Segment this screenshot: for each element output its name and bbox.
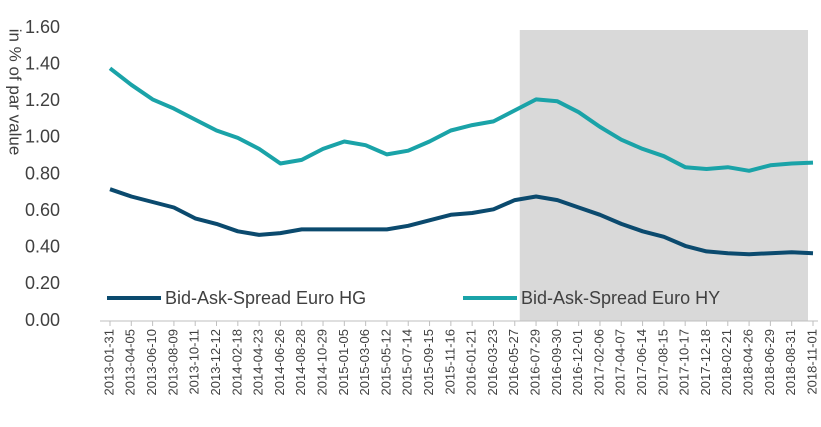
x-tick-label: 2016-03-23	[485, 329, 500, 396]
x-tick-label: 2013-08-09	[165, 329, 180, 396]
x-tick-label: 2017-04-07	[613, 329, 628, 396]
x-tick-label: 2013-12-12	[208, 329, 223, 396]
x-tick-label: 2014-06-26	[272, 329, 287, 396]
x-tick-label: 2018-08-31	[783, 329, 798, 396]
y-tick-label: 1.20	[25, 90, 60, 110]
x-tick-label: 2017-10-17	[677, 329, 692, 396]
x-tick-label: 2018-04-26	[741, 329, 756, 396]
x-tick-label: 2013-01-31	[101, 329, 116, 396]
x-tick-label: 2014-08-28	[293, 329, 308, 396]
x-tick-label: 2017-08-15	[655, 329, 670, 396]
x-tick-label: 2018-11-01	[804, 329, 819, 395]
x-tick-label: 2018-06-29	[762, 329, 777, 396]
y-tick-label: 1.40	[25, 53, 60, 73]
y-axis-label: in % of par value	[6, 29, 25, 156]
x-tick-label: 2015-05-12	[378, 329, 393, 396]
x-tick-label: 2016-05-27	[506, 329, 521, 396]
y-tick-label: 0.00	[25, 310, 60, 330]
x-tick-label: 2015-11-16	[442, 329, 457, 395]
y-tick-label: 1.60	[25, 17, 60, 37]
y-tick-label: 0.80	[25, 163, 60, 183]
x-tick-label: 2018-02-21	[719, 329, 734, 396]
x-tick-label: 2017-12-18	[698, 329, 713, 396]
x-tick-label: 2015-07-14	[400, 329, 415, 396]
x-tick-label: 2017-02-06	[591, 329, 606, 396]
x-tick-label: 2014-10-29	[314, 329, 329, 396]
x-tick-label: 2015-03-06	[357, 329, 372, 396]
y-tick-label: 0.20	[25, 273, 60, 293]
y-tick-label: 0.40	[25, 237, 60, 257]
shaded-region	[519, 30, 808, 321]
x-tick-label: 2013-06-10	[144, 329, 159, 396]
x-tick-label: 2015-09-15	[421, 329, 436, 396]
y-tick-label: 1.00	[25, 127, 60, 147]
legend-label: Bid-Ask-Spread Euro HG	[165, 288, 366, 308]
legend-label: Bid-Ask-Spread Euro HY	[521, 288, 720, 308]
x-tick-label: 2016-07-29	[527, 329, 542, 396]
y-tick-label: 0.60	[25, 200, 60, 220]
x-tick-label: 2013-10-11	[187, 329, 202, 395]
x-tick-label: 2014-02-18	[229, 329, 244, 396]
x-tick-label: 2016-12-01	[570, 329, 585, 396]
x-tick-label: 2014-04-23	[251, 329, 266, 396]
series-line	[108, 66, 814, 173]
x-tick-label: 2016-09-30	[549, 329, 564, 396]
series-line	[109, 187, 814, 257]
x-tick-label: 2013-04-05	[123, 329, 138, 396]
x-tick-label: 2016-01-21	[464, 329, 479, 396]
x-tick-label: 2017-06-14	[634, 329, 649, 396]
x-tick-label: 2015-01-05	[336, 329, 351, 396]
